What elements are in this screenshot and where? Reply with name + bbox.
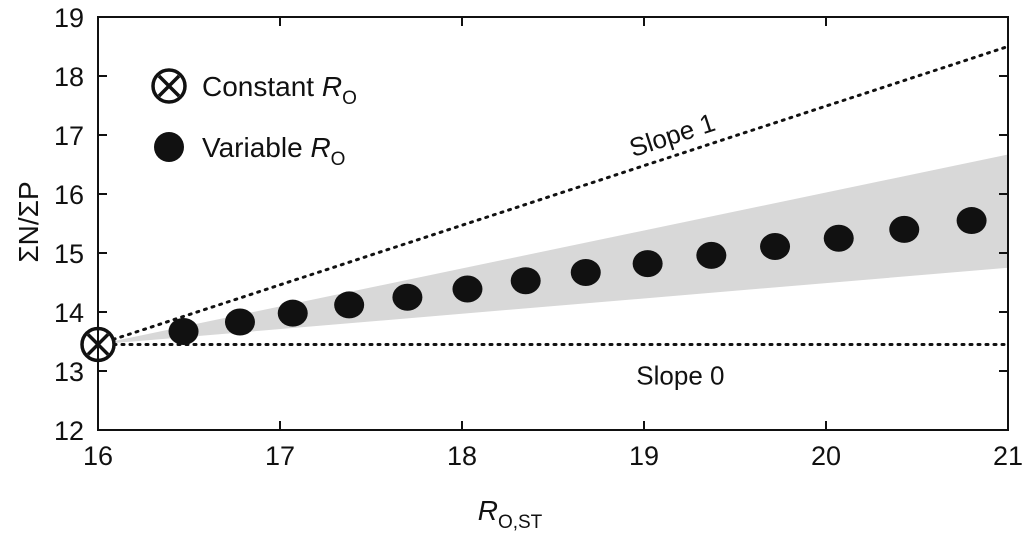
y-tick-label: 16 <box>54 180 84 210</box>
y-tick-label: 12 <box>54 416 84 446</box>
y-tick-label: 19 <box>54 3 84 33</box>
legend-item-constant: Constant RO <box>151 68 357 109</box>
reference-line-1 <box>96 45 1010 346</box>
y-tick-label: 14 <box>54 298 84 328</box>
x-tick-label: 16 <box>83 441 113 471</box>
data-point-variable <box>632 250 663 278</box>
circle-x-icon <box>151 68 187 104</box>
data-point-variable <box>696 241 727 269</box>
legend-label-constant: Constant RO <box>202 71 357 109</box>
data-point-variable <box>168 317 199 345</box>
data-point-variable <box>823 224 854 252</box>
legend-item-variable: Variable RO <box>154 132 345 170</box>
data-point-variable <box>760 233 791 261</box>
plot-frame <box>97 16 1009 431</box>
x-tick-label: 21 <box>993 441 1022 471</box>
x-tick-label: 17 <box>265 441 295 471</box>
slope-1-label: Slope 1 <box>626 107 719 163</box>
x-tick-label: 18 <box>447 441 477 471</box>
legend: Constant RO Variable RO <box>151 68 357 170</box>
data-point-variable <box>510 267 541 295</box>
data-point-variable <box>956 207 987 235</box>
x-tick-label: 20 <box>811 441 841 471</box>
y-tick-label: 13 <box>54 357 84 387</box>
y-axis-title: ΣN/ΣP <box>13 181 44 262</box>
y-tick-label: 15 <box>54 239 84 269</box>
data-point-variable <box>392 283 423 311</box>
confidence-band <box>98 154 1008 345</box>
filled-circle-icon <box>154 132 184 162</box>
reference-lines <box>96 45 1010 346</box>
legend-label-variable: Variable RO <box>202 132 345 170</box>
y-axis: 12 13 14 15 16 17 18 19 <box>54 3 1008 446</box>
annotation-slope-1: Slope 1 <box>626 107 719 163</box>
data-point-variable <box>452 275 483 303</box>
slope-0-label: Slope 0 <box>636 360 724 390</box>
data-points <box>80 207 987 363</box>
data-point-variable <box>334 291 365 319</box>
data-point-variable <box>570 258 601 286</box>
y-tick-label: 18 <box>54 62 84 92</box>
data-point-variable <box>889 215 920 243</box>
x-axis: 16 17 18 19 20 21 <box>83 17 1022 471</box>
y-tick-label: 17 <box>54 121 84 151</box>
data-point-variable <box>277 299 308 327</box>
data-point-variable <box>224 308 255 336</box>
x-tick-label: 19 <box>629 441 659 471</box>
x-axis-title: RO,ST <box>478 495 543 533</box>
